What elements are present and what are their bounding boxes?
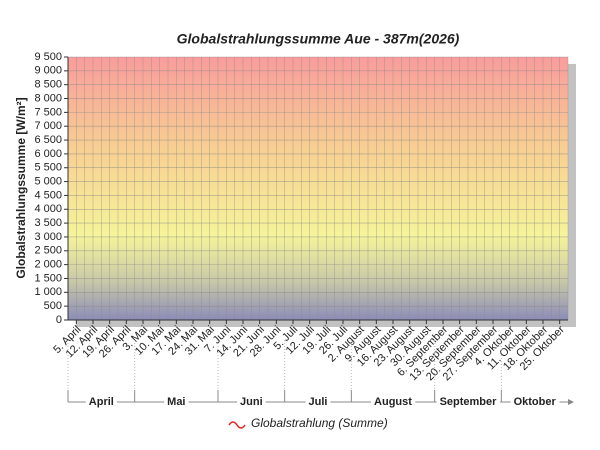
y-tick-label: 8 000 — [34, 92, 62, 104]
month-label-bg — [510, 395, 560, 408]
y-tick-label: 9 000 — [34, 65, 62, 77]
y-tick-label: 4 500 — [34, 189, 62, 201]
y-tick-label: 7 500 — [34, 106, 62, 118]
chart-title: Globalstrahlungssumme Aue - 387m(2026) — [177, 31, 460, 47]
y-tick-label: 8 500 — [34, 79, 62, 91]
y-tick-label: 3 000 — [34, 231, 62, 243]
month-label-bg — [85, 395, 117, 408]
month-label: Juni — [240, 396, 263, 408]
y-tick-label: 1 000 — [34, 286, 62, 298]
y-tick-label: 3 500 — [34, 217, 62, 229]
month-label: April — [89, 396, 114, 408]
y-tick-label: 2 000 — [34, 259, 62, 271]
y-axis-label: Globalstrahlungssumme [W/m²] — [14, 97, 28, 278]
month-label-bg — [164, 395, 189, 408]
month-axis-arrow — [568, 399, 574, 405]
y-tick-label: 7 000 — [34, 120, 62, 132]
month-label-bg — [436, 395, 501, 408]
month-label: Juli — [309, 396, 328, 408]
month-label: September — [440, 396, 498, 408]
y-tick-label: 4 000 — [34, 203, 62, 215]
y-tick-label: 9 500 — [34, 51, 62, 63]
month-label-bg — [237, 395, 266, 408]
month-label-bg — [371, 395, 416, 408]
y-tick-label: 6 500 — [34, 134, 62, 146]
y-tick-label: 1 500 — [34, 272, 62, 284]
y-tick-label: 5 000 — [34, 175, 62, 187]
y-tick-label: 6 000 — [34, 148, 62, 160]
y-tick-label: 0 — [56, 314, 62, 326]
month-label: Oktober — [514, 396, 557, 408]
legend-swatch — [228, 421, 246, 429]
month-label: Mai — [167, 396, 185, 408]
y-tick-label: 5 500 — [34, 162, 62, 174]
legend: Globalstrahlung (Summe) — [228, 416, 388, 430]
y-tick-label: 500 — [44, 300, 62, 312]
y-tick-label: 2 500 — [34, 245, 62, 257]
month-label-bg — [305, 395, 331, 408]
month-label: August — [374, 396, 412, 408]
legend-label: Globalstrahlung (Summe) — [251, 416, 388, 430]
